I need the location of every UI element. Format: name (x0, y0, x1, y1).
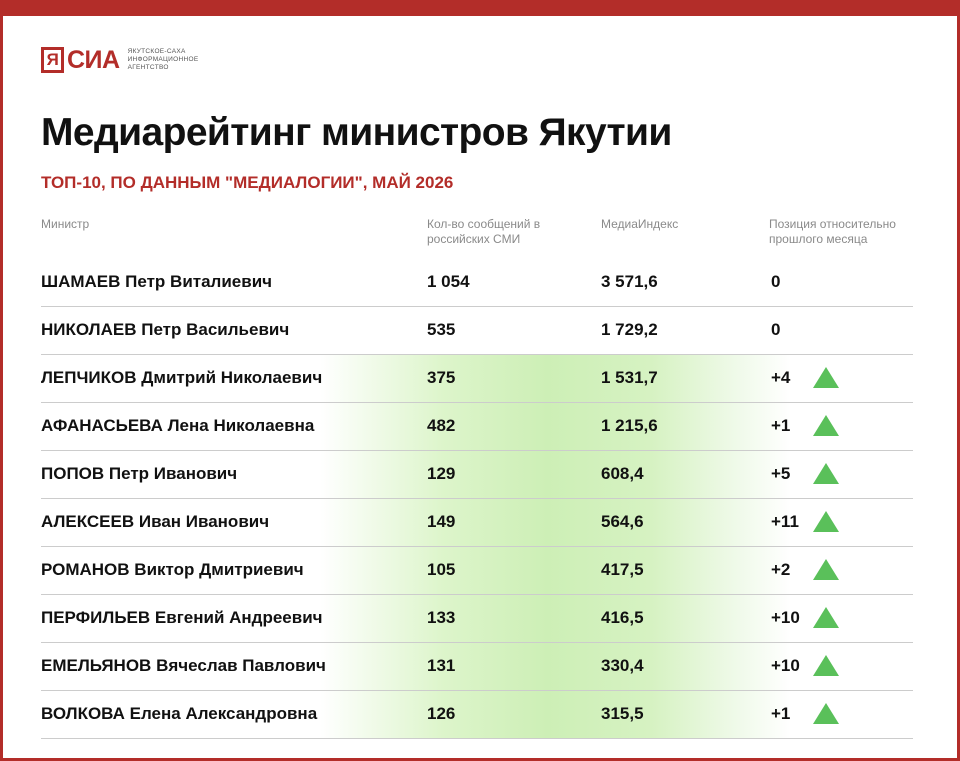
table-row: ЛЕПЧИКОВ Дмитрий Николаевич 375 1 531,7 +4 (41, 355, 913, 403)
minister-surname: ШАМАЕВ (41, 272, 121, 291)
column-header-count: Кол-во сообщений в российских СМИ (427, 217, 541, 246)
table-row: ЕМЕЛЬЯНОВ Вячеслав Павлович 131 330,4 +10 (41, 643, 913, 691)
message-count: 129 (427, 464, 456, 483)
minister-surname: ПОПОВ (41, 464, 105, 483)
minister-given-names: Лена Николаевна (167, 416, 315, 435)
agency-name: Якутское-Саха информационное агентство (127, 48, 199, 71)
position-change: +1 (771, 416, 791, 435)
minister-name: РОМАНОВ Виктор Дмитриевич (41, 547, 304, 593)
table-row: ПЕРФИЛЬЕВ Евгений Андреевич 133 416,5 +10 (41, 595, 913, 643)
message-count: 375 (427, 368, 456, 387)
media-index: 315,5 (601, 704, 644, 723)
media-index: 330,4 (601, 656, 644, 675)
minister-surname: РОМАНОВ (41, 560, 130, 579)
minister-surname: ПЕРФИЛЬЕВ (41, 608, 151, 627)
media-index: 3 571,6 (601, 272, 658, 291)
minister-name: АЛЕКСЕЕВ Иван Иванович (41, 499, 269, 545)
column-header-position: Позиция относительно прошлого месяца (769, 217, 896, 246)
rating-table: ШАМАЕВ Петр Виталиевич 1 054 3 571,6 0 НИКОЛ… (41, 259, 913, 739)
table-row: ВОЛКОВА Елена Александровна 126 315,5 +1 (41, 691, 913, 739)
media-index: 417,5 (601, 560, 644, 579)
minister-given-names: Виктор Дмитриевич (134, 560, 304, 579)
position-change: +4 (771, 368, 791, 387)
logo-letters: СИА (67, 45, 120, 74)
up-arrow-icon (813, 703, 839, 724)
table-row: АФАНАСЬЕВА Лена Николаевна 482 1 215,6 +1 (41, 403, 913, 451)
media-index: 608,4 (601, 464, 644, 483)
media-index: 564,6 (601, 512, 644, 531)
media-index: 1 215,6 (601, 416, 658, 435)
agency-logo: Я СИА Якутское-Саха информационное агентс… (41, 47, 208, 73)
up-arrow-icon (813, 367, 839, 388)
table-row: АЛЕКСЕЕВ Иван Иванович 149 564,6 +11 (41, 499, 913, 547)
position-change: +10 (771, 608, 800, 627)
table-row: НИКОЛАЕВ Петр Васильевич 535 1 729,2 0 (41, 307, 913, 355)
minister-given-names: Петр Виталиевич (125, 272, 273, 291)
position-change: +2 (771, 560, 791, 579)
minister-given-names: Елена Александровна (129, 704, 318, 723)
position-change: +11 (771, 512, 799, 531)
minister-name: ВОЛКОВА Елена Александровна (41, 691, 317, 737)
table-row: РОМАНОВ Виктор Дмитриевич 105 417,5 +2 (41, 547, 913, 595)
page-subtitle: ТОП-10, ПО ДАННЫМ "МЕДИАЛОГИИ", МАЙ 2026 (41, 173, 454, 192)
position-change: +10 (771, 656, 800, 675)
column-header-index: МедиаИндекс (601, 217, 679, 231)
up-arrow-icon (813, 415, 839, 436)
media-index: 1 729,2 (601, 320, 658, 339)
minister-given-names: Евгений Андреевич (154, 608, 323, 627)
message-count: 482 (427, 416, 456, 435)
media-index: 416,5 (601, 608, 644, 627)
minister-given-names: Вячеслав Павлович (156, 656, 326, 675)
minister-name: НИКОЛАЕВ Петр Васильевич (41, 307, 289, 353)
minister-given-names: Петр Васильевич (141, 320, 290, 339)
up-arrow-icon (813, 511, 839, 532)
position-change: +5 (771, 464, 791, 483)
message-count: 535 (427, 320, 456, 339)
media-index: 1 531,7 (601, 368, 658, 387)
minister-name: ПЕРФИЛЬЕВ Евгений Андреевич (41, 595, 323, 641)
up-arrow-icon (813, 463, 839, 484)
logo-wordmark: Я СИА (41, 47, 120, 73)
message-count: 1 054 (427, 272, 470, 291)
position-change: +1 (771, 704, 791, 723)
message-count: 133 (427, 608, 456, 627)
minister-given-names: Иван Иванович (138, 512, 270, 531)
page-title: Медиарейтинг министров Якутии (41, 111, 672, 154)
minister-surname: АФАНАСЬЕВА (41, 416, 163, 435)
message-count: 131 (427, 656, 456, 675)
minister-surname: ЛЕПЧИКОВ (41, 368, 137, 387)
position-change: 0 (771, 320, 781, 339)
message-count: 126 (427, 704, 456, 723)
minister-surname: АЛЕКСЕЕВ (41, 512, 135, 531)
minister-surname: ВОЛКОВА (41, 704, 125, 723)
table-row: ШАМАЕВ Петр Виталиевич 1 054 3 571,6 0 (41, 259, 913, 307)
up-arrow-icon (813, 559, 839, 580)
minister-given-names: Дмитрий Николаевич (141, 368, 323, 387)
logo-letter-box: Я (41, 47, 64, 73)
minister-name: АФАНАСЬЕВА Лена Николаевна (41, 403, 314, 449)
up-arrow-icon (813, 607, 839, 628)
minister-name: ПОПОВ Петр Иванович (41, 451, 237, 497)
minister-given-names: Петр Иванович (108, 464, 238, 483)
table-row: ПОПОВ Петр Иванович 129 608,4 +5 (41, 451, 913, 499)
minister-name: ШАМАЕВ Петр Виталиевич (41, 259, 272, 305)
up-arrow-icon (813, 655, 839, 676)
column-header-minister: Министр (41, 217, 90, 231)
message-count: 149 (427, 512, 456, 531)
minister-surname: НИКОЛАЕВ (41, 320, 137, 339)
position-change: 0 (771, 272, 781, 291)
minister-name: ЕМЕЛЬЯНОВ Вячеслав Павлович (41, 643, 326, 689)
message-count: 105 (427, 560, 456, 579)
minister-name: ЛЕПЧИКОВ Дмитрий Николаевич (41, 355, 322, 401)
minister-surname: ЕМЕЛЬЯНОВ (41, 656, 152, 675)
